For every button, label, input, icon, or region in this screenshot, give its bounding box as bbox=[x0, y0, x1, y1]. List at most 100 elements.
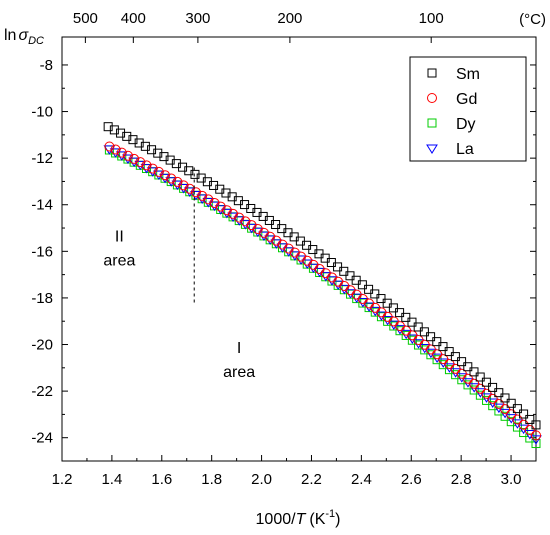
data-point-Sm bbox=[351, 275, 361, 285]
x-tick-label: 2.8 bbox=[451, 471, 472, 488]
data-point-La bbox=[115, 151, 128, 161]
data-point-Gd bbox=[197, 190, 208, 201]
data-point-Gd bbox=[512, 414, 523, 425]
data-point-La bbox=[140, 164, 153, 174]
data-point-Sm bbox=[481, 377, 491, 387]
data-point-Gd bbox=[296, 251, 307, 262]
data-point-Gd bbox=[524, 425, 535, 436]
x-tick-label: 2.2 bbox=[301, 471, 322, 488]
data-point-Dy bbox=[457, 375, 467, 385]
data-point-La bbox=[152, 170, 165, 181]
x-tick-label: 1.6 bbox=[151, 471, 172, 488]
data-point-Sm bbox=[426, 332, 436, 342]
data-point-La bbox=[511, 419, 524, 429]
data-point-Gd bbox=[122, 150, 133, 161]
data-point-Sm bbox=[153, 148, 163, 158]
data-point-Gd bbox=[135, 157, 146, 168]
data-point-La bbox=[159, 173, 171, 184]
data-point-Dy bbox=[426, 350, 436, 360]
data-point-Sm bbox=[531, 420, 541, 430]
data-point-Dy bbox=[519, 428, 529, 438]
data-point-La bbox=[517, 424, 530, 435]
data-point-Dy bbox=[451, 370, 461, 380]
data-point-Dy bbox=[414, 340, 424, 350]
legend-label-Gd: Gd bbox=[456, 91, 477, 108]
data-point-La bbox=[122, 154, 134, 164]
annotation-area-label: area bbox=[223, 364, 255, 381]
data-point-Sm bbox=[116, 128, 126, 138]
data-point-Sm bbox=[500, 393, 510, 403]
data-point-Sm bbox=[364, 284, 374, 294]
top-axis-tick-label: 400 bbox=[121, 10, 146, 27]
data-point-Sm bbox=[494, 388, 504, 398]
data-point-Dy bbox=[488, 401, 498, 411]
data-point-Sm bbox=[103, 122, 113, 132]
data-point-Gd bbox=[302, 255, 313, 266]
data-point-Gd bbox=[308, 259, 319, 270]
data-point-Gd bbox=[413, 335, 424, 346]
data-point-Gd bbox=[153, 166, 164, 177]
top-axis-tick-label: 100 bbox=[419, 10, 444, 27]
data-point-Gd bbox=[462, 373, 473, 384]
data-point-Sm bbox=[134, 138, 144, 148]
data-point-Dy bbox=[506, 417, 516, 427]
legend-label-Dy: Dy bbox=[456, 116, 476, 133]
annotation-region-label: II bbox=[115, 228, 124, 245]
data-point-Dy bbox=[420, 345, 430, 355]
data-point-Sm bbox=[382, 298, 392, 308]
legend-marker-Gd bbox=[427, 93, 437, 103]
data-point-Sm bbox=[407, 317, 417, 327]
x-tick-label: 2.4 bbox=[351, 471, 372, 488]
data-point-Sm bbox=[376, 294, 386, 304]
data-point-Sm bbox=[506, 398, 516, 408]
series-Sm bbox=[103, 122, 541, 430]
legend-label-La: La bbox=[456, 141, 474, 158]
plot-frame bbox=[61, 36, 537, 462]
data-point-La bbox=[171, 180, 184, 191]
data-point-Gd bbox=[475, 383, 486, 394]
data-point-Gd bbox=[289, 247, 300, 258]
data-point-Gd bbox=[450, 363, 461, 374]
data-point-Gd bbox=[160, 170, 171, 181]
data-point-Sm bbox=[388, 303, 398, 313]
data-point-Sm bbox=[395, 308, 405, 318]
y-tick-label: -18 bbox=[31, 290, 53, 307]
data-point-Sm bbox=[463, 362, 473, 372]
data-point-La bbox=[103, 145, 116, 155]
data-point-Gd bbox=[147, 163, 158, 174]
data-point-Gd bbox=[215, 201, 226, 212]
y-tick-label: -14 bbox=[31, 197, 53, 214]
series-La bbox=[103, 145, 542, 445]
data-point-La bbox=[128, 157, 141, 168]
data-point-La bbox=[183, 187, 196, 197]
data-point-Sm bbox=[413, 322, 423, 332]
data-point-Sm bbox=[450, 352, 460, 362]
data-point-Gd bbox=[531, 430, 541, 441]
data-point-Dy bbox=[438, 360, 448, 370]
data-point-Gd bbox=[129, 153, 140, 164]
data-point-Sm bbox=[159, 152, 169, 162]
series-Dy bbox=[104, 145, 541, 449]
data-point-Gd bbox=[234, 212, 245, 223]
data-point-Gd bbox=[444, 358, 455, 369]
y-axis-label: ln σDC bbox=[4, 27, 44, 47]
data-point-Gd bbox=[493, 398, 504, 409]
top-axis-tick-label: 500 bbox=[73, 10, 98, 27]
data-point-Sm bbox=[401, 312, 411, 322]
data-point-La bbox=[134, 160, 147, 171]
data-point-Sm bbox=[438, 342, 448, 352]
data-point-Dy bbox=[444, 365, 454, 375]
data-point-Dy bbox=[525, 433, 535, 443]
data-point-Gd bbox=[172, 176, 183, 187]
data-point-La bbox=[530, 435, 542, 445]
x-tick-label: 1.4 bbox=[101, 471, 122, 488]
data-point-Gd bbox=[432, 349, 443, 360]
y-tick-label: -22 bbox=[31, 383, 53, 400]
top-axis-unit-label: (°C) bbox=[519, 11, 546, 28]
x-tick-label: 2.6 bbox=[401, 471, 422, 488]
data-point-Gd bbox=[110, 144, 121, 155]
data-point-La bbox=[165, 177, 178, 187]
data-point-Dy bbox=[512, 422, 522, 432]
data-point-Sm bbox=[419, 327, 429, 337]
